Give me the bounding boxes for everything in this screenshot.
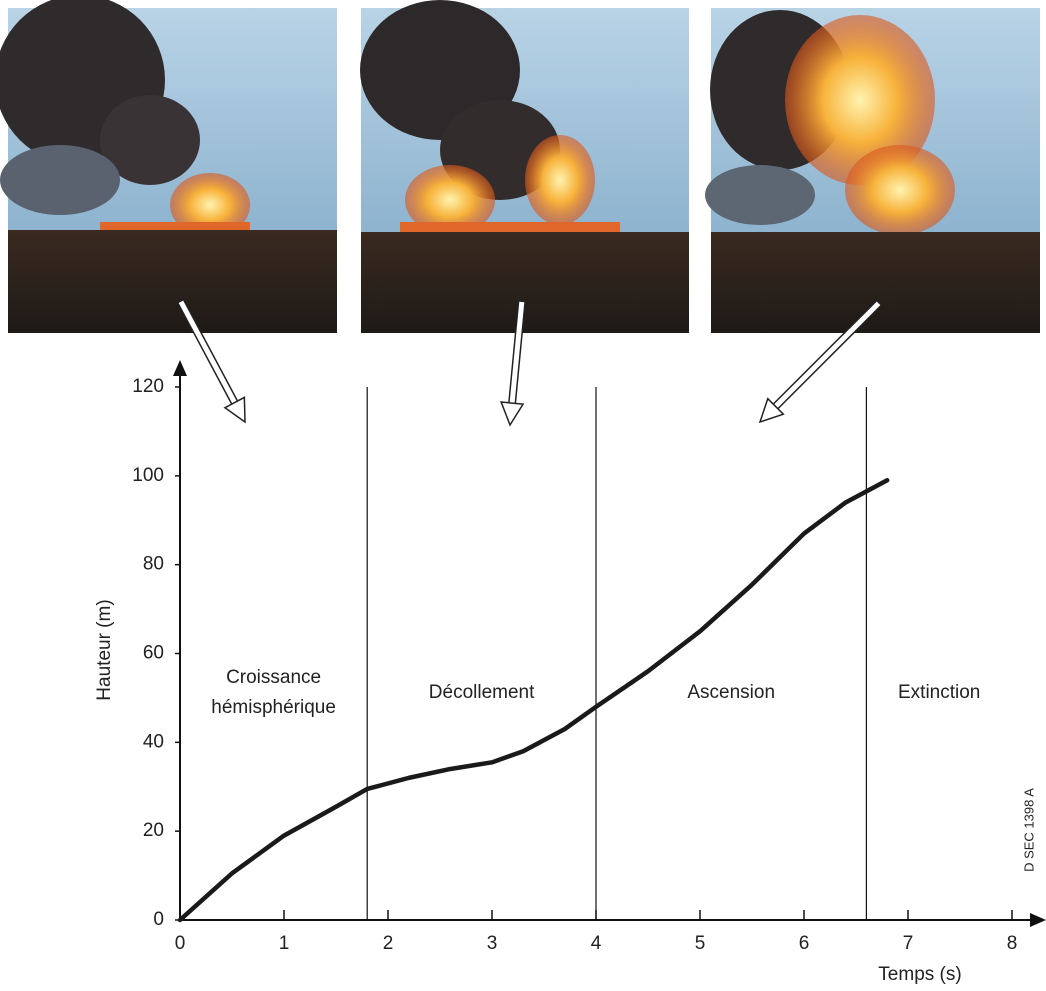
y-tick-label: 60 — [143, 643, 164, 664]
y-tick-label: 80 — [143, 554, 164, 575]
page: Hauteur (m) Temps (s) D SEC 1398 A 02040… — [0, 0, 1046, 991]
annotation: D SEC 1398 A — [1021, 788, 1036, 872]
phase-label: Ascension — [641, 678, 821, 708]
y-tick-label: 40 — [143, 731, 164, 752]
x-tick-label: 8 — [1007, 933, 1018, 954]
phase-label: Extinction — [849, 678, 1029, 708]
x-axis-arrow — [1030, 913, 1046, 927]
photo — [0, 0, 337, 333]
y-tick-label: 20 — [143, 820, 164, 841]
arrow-head — [501, 402, 523, 425]
x-tick-label: 2 — [383, 933, 394, 954]
y-tick-label: 120 — [132, 376, 164, 397]
y-axis-arrow — [173, 360, 187, 376]
phase-label: Décollement — [392, 678, 572, 708]
x-tick-label: 0 — [175, 933, 186, 954]
chart: Hauteur (m) Temps (s) D SEC 1398 A 02040… — [0, 0, 1046, 991]
y-tick-label: 100 — [132, 465, 164, 486]
photos — [0, 0, 1040, 333]
x-axis-label: Temps (s) — [878, 964, 961, 985]
x-tick-label: 6 — [799, 933, 810, 954]
x-tick-label: 1 — [279, 933, 290, 954]
phase-label: Croissance hémisphérique — [184, 663, 364, 723]
photo — [705, 8, 1040, 333]
x-tick-label: 7 — [903, 933, 914, 954]
x-tick-label: 4 — [591, 933, 602, 954]
y-tick-label: 0 — [153, 909, 164, 930]
x-tick-label: 5 — [695, 933, 706, 954]
y-axis-label: Hauteur (m) — [94, 599, 115, 700]
x-tick-label: 3 — [487, 933, 498, 954]
photo — [360, 0, 689, 333]
